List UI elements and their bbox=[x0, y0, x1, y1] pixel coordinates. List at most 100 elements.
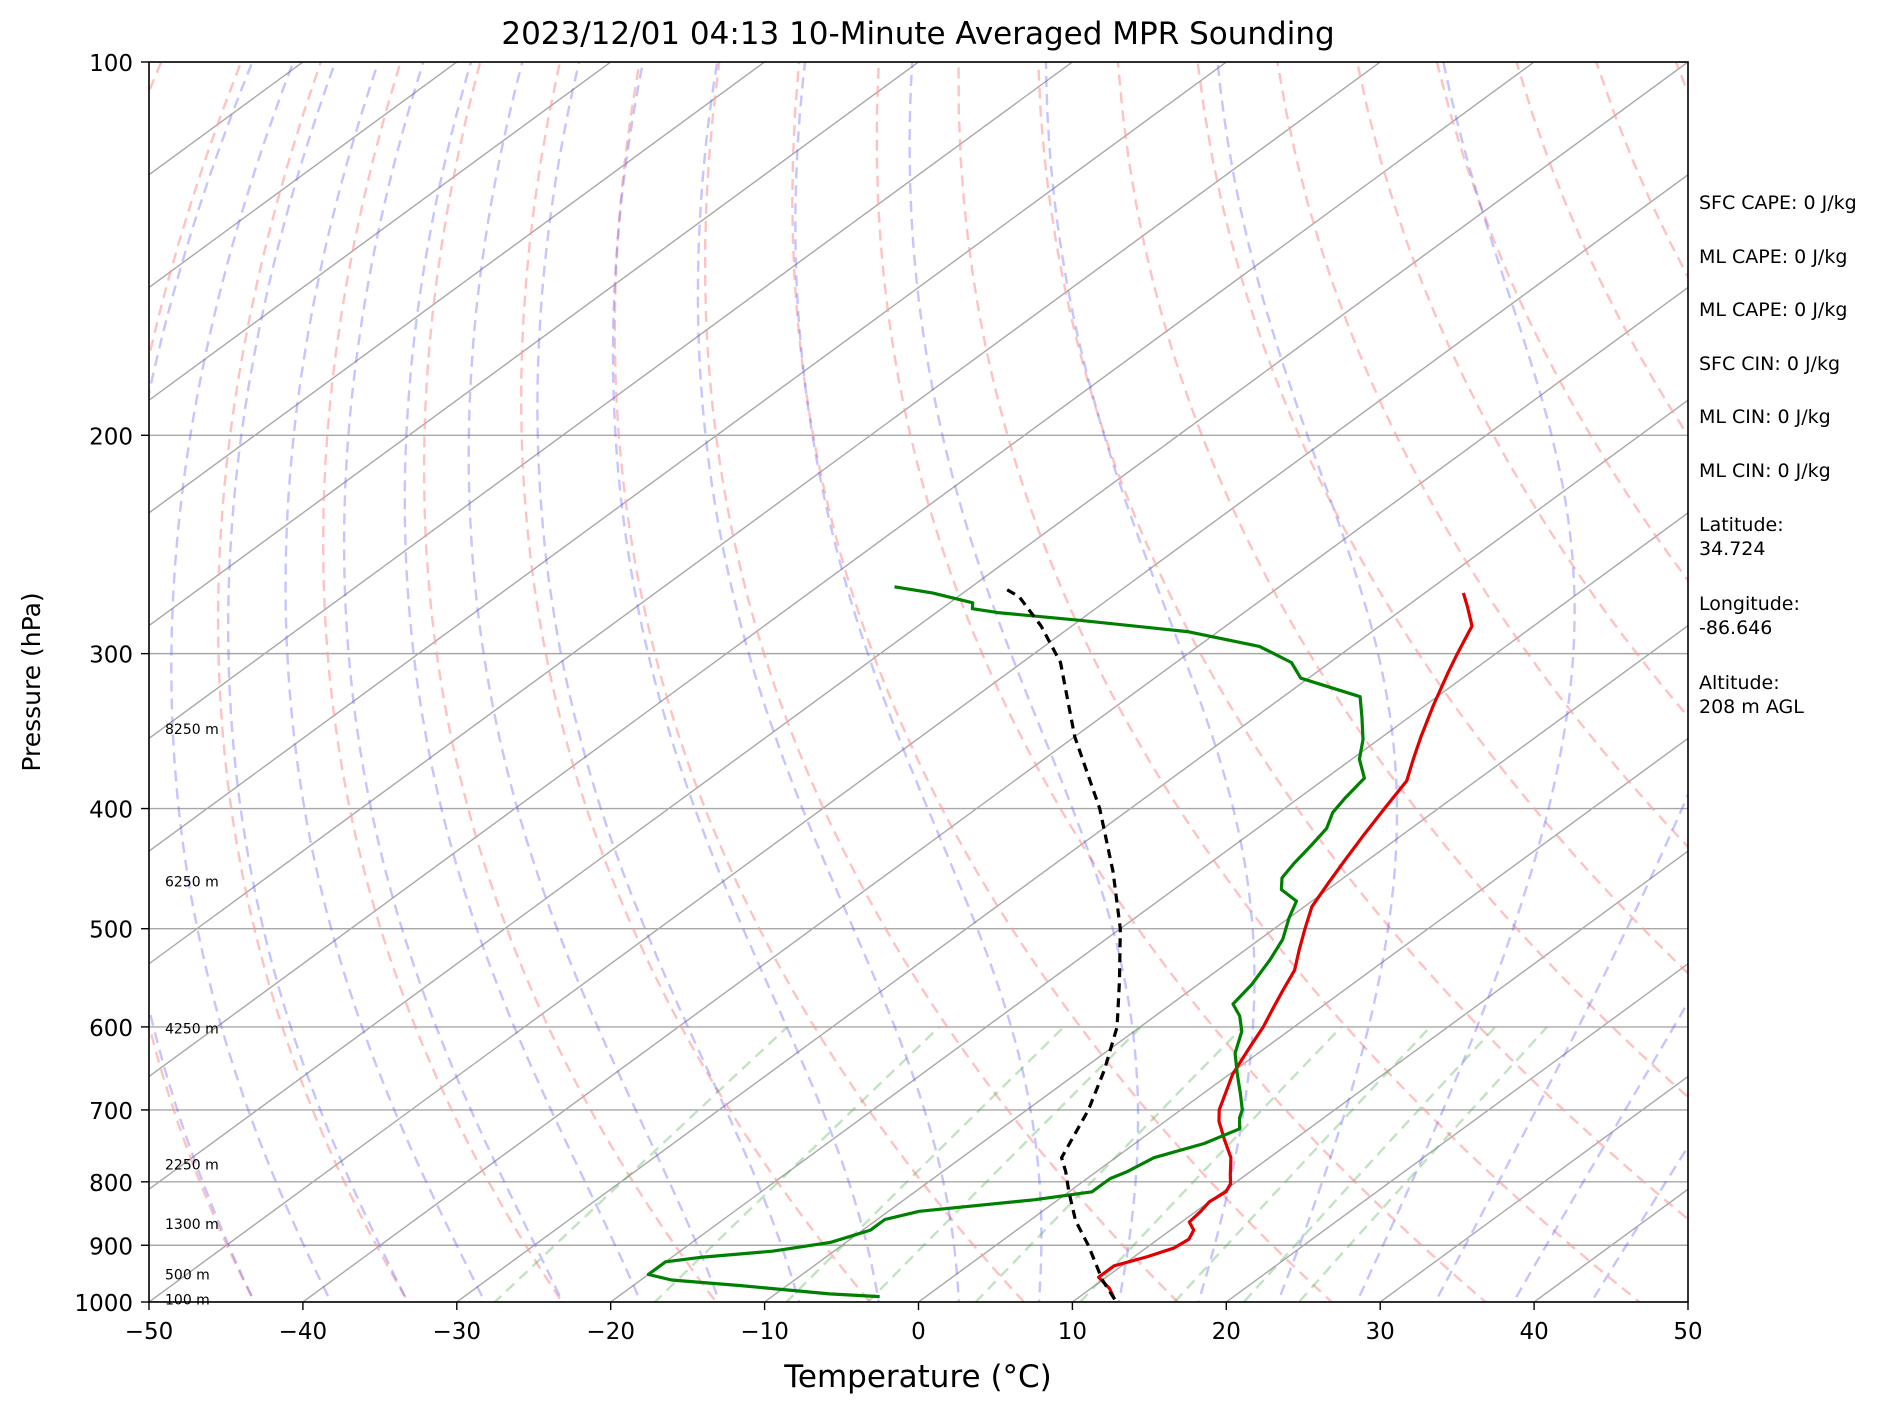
sfc-cin-text: SFC CIN: 0 J/kg bbox=[1699, 353, 1841, 375]
mixing-ratio-line bbox=[653, 1026, 941, 1302]
mixing-ratio-line bbox=[974, 1026, 1244, 1302]
isotherm-line bbox=[149, 62, 1074, 740]
y-tick-label: 300 bbox=[89, 643, 133, 669]
height-label: 2250 m bbox=[165, 1158, 219, 1174]
isotherm-line bbox=[301, 286, 1688, 1302]
dewpoint-line bbox=[646, 585, 1366, 1299]
x-tick-label: −50 bbox=[125, 1319, 174, 1345]
parcel-line bbox=[1001, 585, 1122, 1301]
mixing-ratio-line bbox=[1078, 1026, 1343, 1302]
dry-adiabat-line bbox=[322, 62, 564, 1302]
dry-adiabat-line bbox=[422, 62, 718, 1302]
x-tick-label: 40 bbox=[1519, 1319, 1548, 1345]
mixing-ratio-line bbox=[1297, 1026, 1548, 1302]
dry-adiabat-line bbox=[1037, 62, 1688, 1221]
moist-adiabat-line bbox=[1355, 62, 1576, 1302]
y-tick-label: 700 bbox=[89, 1099, 133, 1125]
moist-adiabat-line bbox=[611, 62, 880, 1302]
temperature-line bbox=[1097, 592, 1474, 1300]
moist-adiabat-line bbox=[342, 62, 564, 1302]
moist-adiabat-line bbox=[536, 62, 801, 1302]
dry-adiabat-line bbox=[519, 62, 872, 1302]
height-label: 100 m bbox=[165, 1292, 210, 1308]
height-label: 4250 m bbox=[165, 1022, 219, 1038]
dry-adiabat-line bbox=[704, 62, 1180, 1302]
moist-adiabat-line bbox=[403, 62, 643, 1302]
height-label: 500 m bbox=[165, 1267, 210, 1283]
moist-adiabat-line bbox=[794, 62, 1043, 1302]
dry-adiabat-line bbox=[791, 62, 1334, 1302]
isotherm-line bbox=[149, 62, 920, 627]
isotherm-line bbox=[149, 62, 1228, 852]
y-tick-label: 400 bbox=[89, 798, 133, 824]
moist-adiabat-line bbox=[170, 62, 333, 1302]
isotherm-line bbox=[149, 62, 1536, 1078]
isotherm-line bbox=[1225, 962, 1688, 1302]
x-axis-label: Temperature (°C) bbox=[783, 1359, 1052, 1395]
y-tick-label: 600 bbox=[89, 1016, 133, 1042]
y-axis: 100 200 300 400 500 600 700 800 900 1000 bbox=[74, 51, 149, 1317]
moist-adiabat-line bbox=[1512, 999, 1688, 1302]
dry-adiabat-line bbox=[613, 62, 1026, 1302]
isotherm-line bbox=[149, 62, 458, 289]
moist-adiabat-line bbox=[467, 62, 721, 1302]
moist-adiabat-line bbox=[149, 62, 256, 1302]
dry-adiabat-line bbox=[149, 62, 256, 1302]
y-tick-label: 900 bbox=[89, 1234, 133, 1260]
latitude-text: Latitude: 34.724 bbox=[1699, 514, 1784, 560]
x-tick-label: −20 bbox=[586, 1319, 635, 1345]
dry-adiabat-line bbox=[1196, 62, 1688, 975]
x-tick-label: 50 bbox=[1673, 1319, 1702, 1345]
moist-adiabat-line bbox=[284, 62, 487, 1302]
moist-adiabat-line bbox=[1216, 62, 1399, 1302]
y-tick-label: 800 bbox=[89, 1171, 133, 1197]
x-tick-label: 10 bbox=[1058, 1319, 1087, 1345]
dry-adiabat-line bbox=[1276, 62, 1688, 849]
longitude-text: Longitude: -86.646 bbox=[1699, 593, 1800, 639]
isotherm-line bbox=[1532, 1188, 1688, 1302]
x-tick-label: 30 bbox=[1366, 1319, 1395, 1345]
y-tick-label: 500 bbox=[89, 918, 133, 944]
height-label: 8250 m bbox=[165, 722, 219, 738]
sfc-cape-text: SFC CAPE: 0 J/kg bbox=[1699, 192, 1857, 214]
x-tick-label: −30 bbox=[433, 1319, 482, 1345]
isotherm-line bbox=[455, 399, 1688, 1302]
mixing-ratio-line bbox=[493, 1026, 789, 1302]
mixing-ratio-line bbox=[1172, 1026, 1432, 1302]
dry-adiabat-line bbox=[957, 62, 1642, 1302]
chart-title: 2023/12/01 04:13 10-Minute Averaged MPR … bbox=[501, 16, 1334, 52]
isotherm-line bbox=[149, 62, 1382, 965]
dry-adiabat-line bbox=[0, 62, 2, 1328]
y-tick-label: 200 bbox=[89, 424, 133, 450]
isotherm-line bbox=[917, 737, 1688, 1302]
isotherm-line bbox=[149, 62, 1688, 1191]
height-label: 6250 m bbox=[165, 874, 219, 890]
ml-cin-text-2: ML CIN: 0 J/kg bbox=[1699, 460, 1831, 482]
moist-adiabat-line bbox=[1433, 791, 1688, 1302]
series-group bbox=[646, 585, 1474, 1301]
isotherm-line bbox=[763, 624, 1688, 1302]
isotherm-line bbox=[1379, 1075, 1688, 1302]
y-tick-label: 1000 bbox=[74, 1291, 133, 1317]
isotherm-line bbox=[149, 62, 766, 514]
ml-cin-text: ML CIN: 0 J/kg bbox=[1699, 406, 1831, 428]
y-tick-label: 100 bbox=[89, 51, 133, 77]
moist-adiabat-line bbox=[1044, 62, 1256, 1302]
dry-adiabat-line bbox=[216, 62, 410, 1302]
height-labels: 100 m 500 m 1300 m 2250 m 4250 m 6250 m 8250 m bbox=[165, 722, 219, 1308]
altitude-text: Altitude: 208 m AGL bbox=[1699, 672, 1804, 718]
dry-adiabat-line bbox=[1116, 62, 1688, 1099]
x-axis: −50 −40 −30 −20 −10 0 10 20 30 40 50 bbox=[125, 1302, 1703, 1345]
x-tick-label: 20 bbox=[1212, 1319, 1241, 1345]
mixing-ratio-line bbox=[784, 1026, 1065, 1302]
isotherm-line bbox=[609, 512, 1688, 1302]
y-axis-label: Pressure (hPa) bbox=[17, 592, 46, 771]
ml-cape-text-2: ML CAPE: 0 J/kg bbox=[1699, 299, 1848, 321]
mixing-ratio-line bbox=[866, 1026, 1142, 1302]
background-lines bbox=[0, 62, 1688, 1328]
moist-adiabat-line bbox=[908, 62, 1140, 1302]
isotherm-line bbox=[1071, 850, 1688, 1302]
x-tick-label: 0 bbox=[911, 1319, 926, 1345]
moist-adiabat-line bbox=[227, 62, 410, 1302]
